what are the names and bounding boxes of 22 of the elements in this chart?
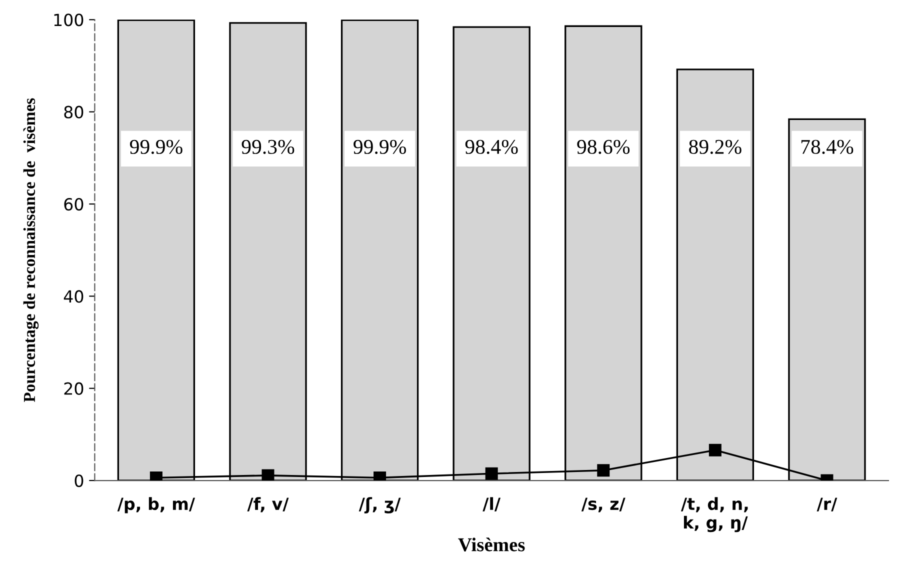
y-tick-label: 80: [64, 106, 84, 118]
x-tick-label: /l/: [482, 497, 501, 512]
x-tick-label: /ʃ, ʒ/: [358, 497, 401, 514]
x-tick-label: /r/: [816, 498, 838, 512]
data-label: 78.4%: [801, 140, 854, 154]
y-tick-label: 40: [64, 290, 84, 303]
data-label: 98.4%: [465, 140, 518, 154]
x-tick-label: /t, d, n, k, g, ŋ/: [680, 497, 748, 532]
data-label: 89.2%: [689, 140, 742, 154]
y-tick-label: 100: [54, 14, 84, 26]
x-tick-label: /s, z/: [581, 498, 626, 512]
y-tick-label: 0: [74, 474, 84, 488]
data-label: 99.9%: [354, 140, 406, 154]
y-tick-label: 60: [64, 198, 84, 211]
y-axis-title: Pourcentage de reconnaissance de visèmes: [23, 98, 39, 402]
data-label: 99.9%: [130, 140, 182, 154]
x-tick-label: /p, b, m/: [117, 497, 196, 514]
y-tick-label: 20: [64, 382, 84, 395]
x-axis-title: Visèmes: [458, 538, 525, 552]
x-tick-label: /f, v/: [247, 497, 289, 512]
data-label: 98.6%: [577, 140, 630, 154]
data-label: 99.3%: [242, 140, 294, 154]
